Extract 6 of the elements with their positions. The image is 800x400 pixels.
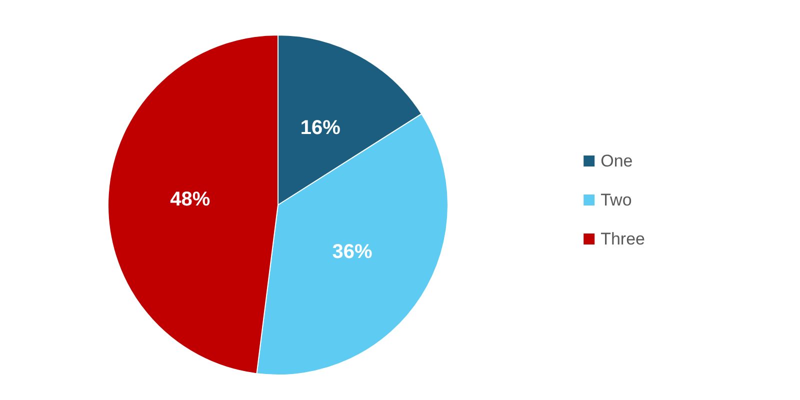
legend-label: Two: [600, 190, 632, 210]
data-label: 16%: [300, 116, 341, 139]
data-label: 36%: [332, 241, 373, 264]
legend-label: One: [600, 152, 633, 170]
data-label: 48%: [170, 188, 210, 210]
legend-label: Three: [600, 230, 646, 248]
